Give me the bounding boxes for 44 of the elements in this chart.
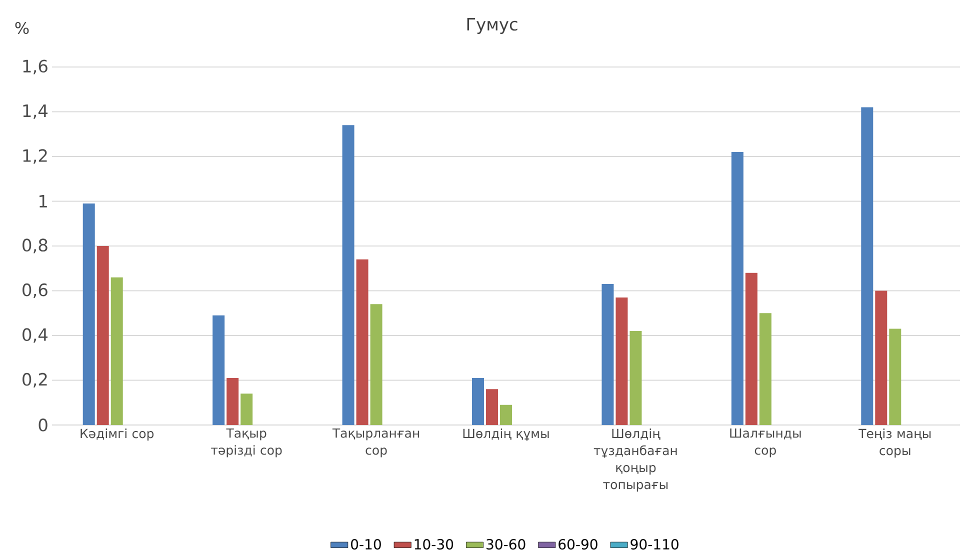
bar	[356, 259, 368, 425]
bar	[759, 313, 772, 425]
y-tick-label: 1,4	[23, 104, 48, 119]
bar	[731, 152, 744, 425]
bar	[616, 297, 628, 425]
bar	[500, 404, 512, 425]
bar	[745, 272, 758, 425]
x-tick-label: Тақыр тәрізді сор	[211, 428, 282, 458]
x-tick-label: Шөлдің құмы	[463, 428, 549, 441]
bar	[472, 378, 484, 425]
chart-title: Гумус	[467, 18, 518, 34]
y-tick-label: 0,4	[22, 328, 48, 343]
legend-label: 60-90	[558, 538, 598, 550]
bar	[602, 284, 614, 425]
x-tick-label: Шөлдің тұзданбаған қоңыр топырағы	[594, 428, 677, 492]
legend-label: 30-60	[486, 538, 526, 550]
y-tick-label: 1,2	[23, 149, 47, 164]
bar	[226, 378, 239, 425]
y-axis-title: %	[15, 22, 29, 34]
y-tick-label: 1	[40, 195, 47, 208]
bar	[861, 107, 874, 425]
bar	[486, 389, 498, 425]
y-tick-label: 0,8	[22, 238, 48, 254]
bar	[212, 315, 225, 425]
x-tick-label: Теңіз маңы соры	[858, 428, 931, 458]
bar	[875, 290, 888, 425]
legend-label: 10-30	[414, 538, 454, 550]
bar	[889, 328, 902, 425]
bar	[240, 394, 253, 425]
bar	[82, 203, 95, 425]
x-tick-label: Шалғынды сор	[730, 428, 801, 458]
bar	[110, 277, 123, 425]
y-tick-label: 1,6	[23, 60, 48, 74]
x-tick-label: Кәдімгі сор	[80, 428, 154, 441]
bar	[630, 331, 642, 425]
bar	[96, 246, 109, 425]
y-tick-label: 0,2	[22, 372, 47, 388]
y-tick-label: 0,6	[22, 283, 48, 298]
bar	[342, 125, 354, 425]
bar	[370, 304, 382, 425]
legend-label: 0-10	[351, 538, 381, 550]
y-tick-label: 0	[38, 418, 48, 432]
x-tick-label: Тақырланған сор	[332, 428, 420, 458]
legend-label: 90-110	[630, 538, 678, 550]
